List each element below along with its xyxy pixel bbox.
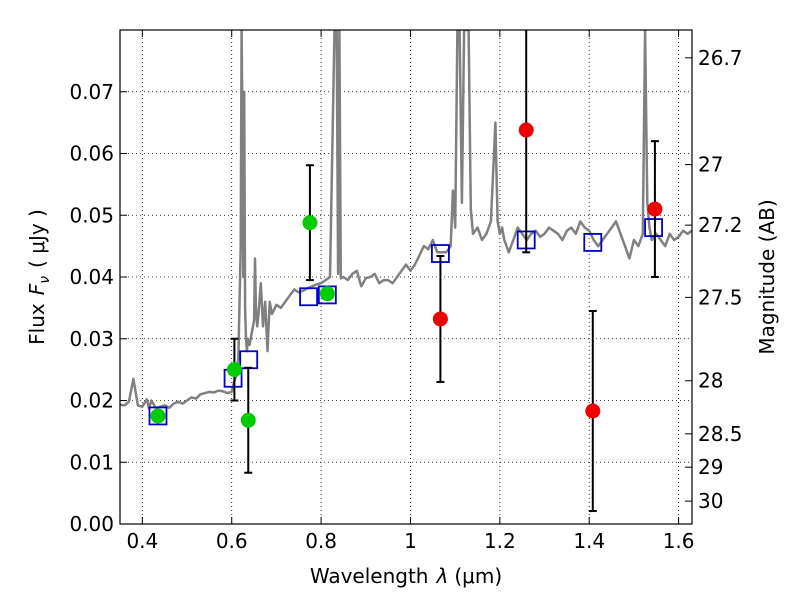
right-tick-label: 27.5 — [698, 285, 743, 309]
axis-ticks: 0.4 0.6 0.8 1 1.2 1.4 1.6 0.00 0.01 0.02 0.03 0.04 0… — [69, 30, 743, 553]
x-tick-label: 1 — [404, 529, 417, 553]
grid — [120, 30, 692, 524]
model-photometry-square — [299, 287, 318, 307]
x-tick-label: 0.8 — [305, 529, 337, 553]
x-tick-label: 0.6 — [216, 529, 248, 553]
model-photometry-square — [583, 233, 603, 252]
x-tick-label: 1.6 — [663, 529, 695, 553]
model-photometry-square — [644, 218, 663, 238]
y-tick-label: 0.00 — [69, 512, 114, 536]
right-tick-label: 30 — [698, 489, 723, 513]
plot-frame — [119, 29, 693, 525]
y-tick-label: 0.02 — [69, 389, 114, 413]
spectrum-line — [120, 30, 692, 410]
right-tick-label: 29 — [698, 455, 723, 479]
y-tick-label: 0.04 — [69, 265, 114, 289]
x-tick-label: 0.4 — [126, 529, 158, 553]
data-point — [585, 403, 601, 419]
y-tick-label: 0.06 — [69, 142, 114, 166]
right-axis-label: Magnitude (AB) — [755, 199, 779, 354]
y-tick-label: 0.05 — [69, 203, 114, 227]
y-axis-label: FluxFν( μJy ) — [25, 209, 53, 345]
model-photometry-square — [239, 350, 259, 370]
x-tick-label: 1.2 — [484, 529, 516, 553]
y-tick-label: 0.01 — [69, 450, 114, 474]
data-point — [319, 286, 335, 302]
data-point — [226, 362, 242, 378]
y-tick-label: 0.03 — [69, 327, 114, 351]
data-point — [432, 311, 448, 327]
data-point — [240, 412, 256, 428]
data-point — [518, 122, 534, 138]
data-point — [150, 408, 166, 424]
data-point — [647, 201, 663, 217]
right-tick-label: 28.5 — [698, 422, 743, 446]
x-axis-label: Wavelength λ (μm) — [310, 564, 502, 588]
model-photometry-square — [148, 406, 168, 426]
y-tick-label: 0.07 — [69, 80, 114, 104]
data-point — [302, 215, 318, 231]
right-tick-label: 28 — [698, 369, 723, 393]
plot-area — [120, 30, 692, 513]
right-tick-label: 27.2 — [698, 213, 743, 237]
right-tick-label: 26.7 — [698, 46, 743, 70]
right-tick-label: 27 — [698, 153, 723, 177]
x-tick-label: 1.4 — [573, 529, 605, 553]
